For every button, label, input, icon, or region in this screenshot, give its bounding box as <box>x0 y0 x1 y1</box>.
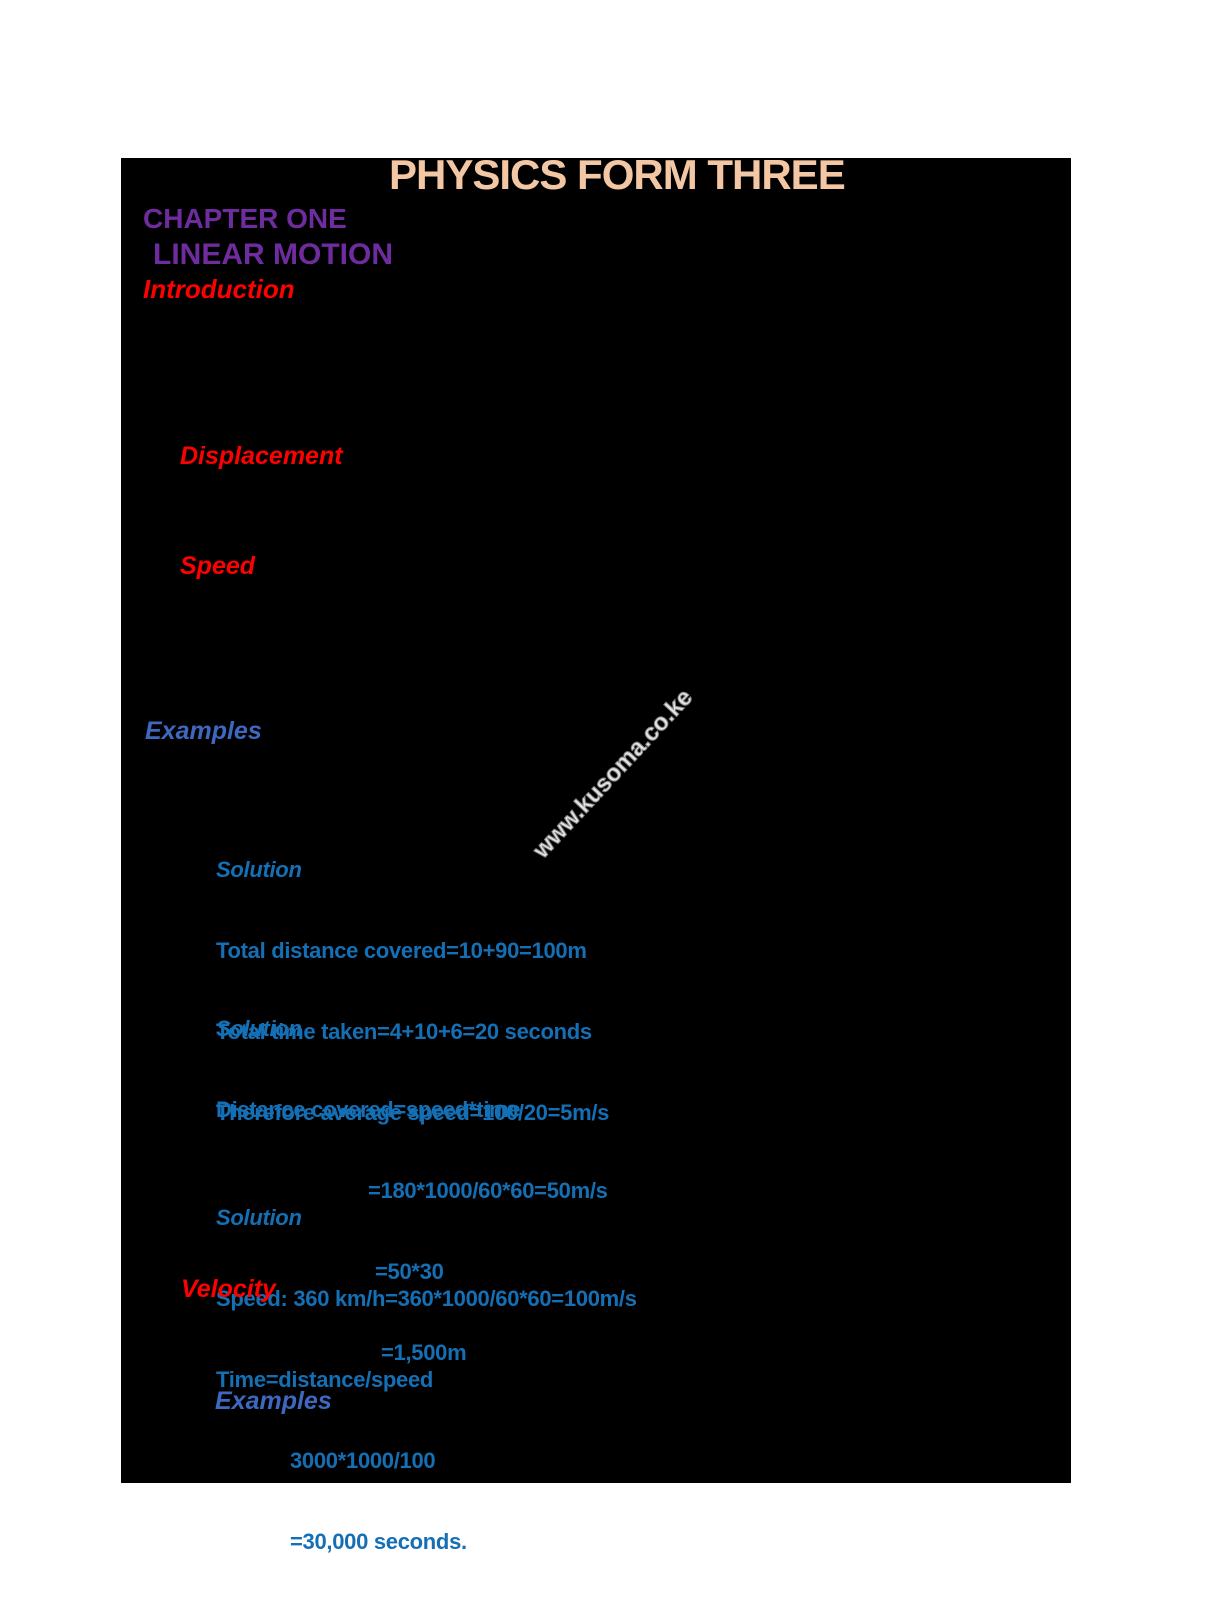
solution-line: Time=distance/speed <box>216 1367 434 1392</box>
solution-label: Solution <box>216 857 302 882</box>
heading-speed: Speed <box>180 552 256 580</box>
document-title: PHYSICS FORM THREE <box>389 151 846 198</box>
solution-line: =30,000 seconds. <box>290 1529 467 1554</box>
solution-line: Distance covered=speed*time <box>216 1097 521 1122</box>
solution-label: Solution <box>216 1016 302 1041</box>
heading-introduction: Introduction <box>143 274 295 304</box>
heading-displacement: Displacement <box>180 442 343 470</box>
solution-line: Total time taken=4+10+6=20 seconds <box>216 1019 592 1044</box>
solution-line: Speed: 360 km/h=360*1000/60*60=100m/s <box>216 1286 637 1311</box>
heading-chapter: CHAPTER ONE <box>143 203 347 234</box>
solution-block-2: Solution Distance covered=speed*time =18… <box>216 961 608 1420</box>
solution-line: =180*1000/60*60=50m/s <box>368 1178 608 1203</box>
solution-line: =1,500m <box>381 1340 467 1365</box>
solution-block-3: Solution Speed: 360 km/h=360*1000/60*60=… <box>216 1150 637 1609</box>
document-page: PHYSICS FORM THREE CHAPTER ONE LINEAR MO… <box>121 154 1071 1554</box>
solution-line: Therefore average speed=100/20=5m/s <box>216 1100 610 1125</box>
solution-line: 3000*1000/100 <box>290 1448 436 1473</box>
solution-line: =50*30 <box>375 1259 444 1284</box>
heading-examples-1: Examples <box>145 717 262 745</box>
solution-label: Solution <box>216 1205 302 1230</box>
solution-line: Total distance covered=10+90=100m <box>216 938 587 963</box>
solution-block-1: Solution Total distance covered=10+90=10… <box>216 802 609 1180</box>
heading-examples-2: Examples <box>215 1387 332 1415</box>
heading-velocity: Velocity <box>181 1275 276 1303</box>
heading-chapter-title: LINEAR MOTION <box>153 238 393 271</box>
